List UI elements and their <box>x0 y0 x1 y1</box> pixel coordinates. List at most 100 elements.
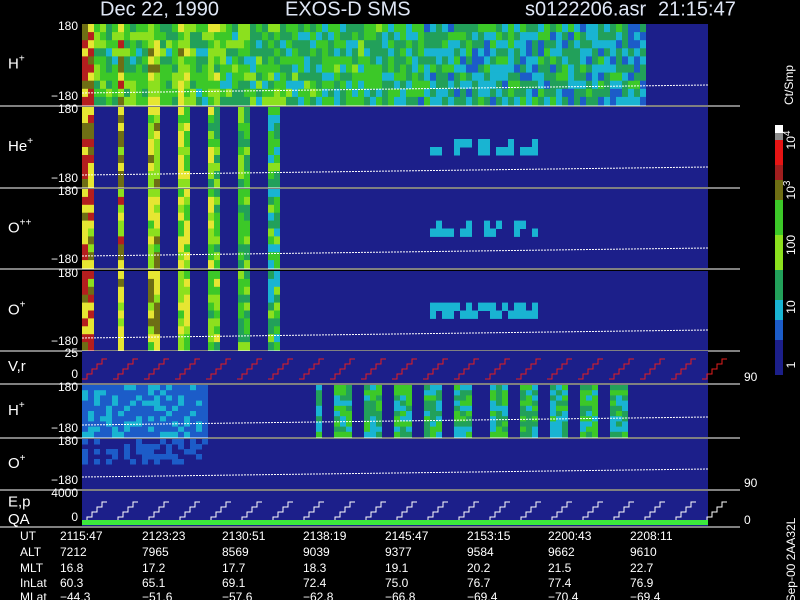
footer-value: 7212 <box>60 545 87 559</box>
spectrogram-cell <box>130 80 136 90</box>
spectrogram-cell <box>586 64 592 74</box>
spectrogram-cell <box>340 395 346 402</box>
spectrogram-cell <box>346 431 352 438</box>
spectrogram-cell <box>406 390 412 396</box>
spectrogram-cell <box>82 196 88 206</box>
spectrogram-cell <box>238 302 244 311</box>
footer-value: 19.1 <box>385 561 409 575</box>
spectrogram-cell <box>586 96 592 106</box>
spectrogram-cell <box>118 252 124 261</box>
spectrogram-cell <box>442 32 448 41</box>
spectrogram-cell <box>190 32 196 41</box>
spectrogram-cell <box>220 32 226 41</box>
spectrogram-cell <box>178 294 184 304</box>
spectrogram-cell <box>244 294 250 304</box>
footer-value: 2123:23 <box>142 529 186 543</box>
spectrogram-cell <box>142 40 148 49</box>
spectrogram-cell <box>580 56 586 65</box>
spectrogram-cell <box>358 32 364 41</box>
spectrogram-cell <box>94 390 100 396</box>
spectrogram-cell <box>130 24 136 33</box>
spectrogram-cell <box>106 416 112 422</box>
spectrogram-cell <box>364 72 370 82</box>
spectrogram-cell <box>514 302 520 311</box>
spectrogram-cell <box>562 431 568 438</box>
spectrogram-cell <box>436 48 442 57</box>
spectrogram-cell <box>274 32 280 41</box>
spectrogram-cell <box>142 426 148 433</box>
spectrogram-cell <box>394 40 400 49</box>
spectrogram-cell <box>112 395 118 402</box>
spectrogram-cell <box>340 80 346 90</box>
spectrogram-cell <box>154 204 160 214</box>
spectrogram-cell <box>244 24 250 33</box>
spectrogram-cell <box>502 426 508 433</box>
spectrogram-cell <box>628 40 634 49</box>
spectrogram-cell <box>592 24 598 33</box>
spectrogram-cell <box>604 24 610 33</box>
spectrogram-cell <box>88 139 94 148</box>
spectrogram-cell <box>640 96 646 106</box>
spectrogram-cell <box>346 390 352 396</box>
spectrogram-cell <box>214 228 220 237</box>
spectrogram-cell <box>568 64 574 74</box>
spectrogram-cell <box>508 88 514 98</box>
spectrogram-cell <box>496 80 502 90</box>
spectrogram-cell <box>106 395 112 402</box>
spectrogram-cell <box>622 390 628 396</box>
spectrogram-cell <box>82 294 88 304</box>
spectrogram-cell <box>274 40 280 49</box>
spectrogram-cell <box>94 32 100 41</box>
spectrogram-cell <box>244 212 250 222</box>
spectrogram-cell <box>550 400 556 407</box>
spectrogram-cell <box>532 88 538 98</box>
spectrogram-cell <box>190 411 196 417</box>
spectrogram-cell <box>250 96 256 106</box>
spectrogram-cell <box>532 411 538 417</box>
spectrogram-cell <box>358 24 364 33</box>
spectrogram-cell <box>262 80 268 90</box>
spectrogram-cell <box>580 390 586 396</box>
spectrogram-cell <box>238 326 244 335</box>
spectrogram-cell <box>94 421 100 428</box>
spectrogram-cell <box>520 421 526 428</box>
spectrogram-cell <box>526 24 532 33</box>
spectrogram-cell <box>208 326 214 335</box>
spectrogram-cell <box>586 24 592 33</box>
spectrogram-cell <box>238 80 244 90</box>
spectrogram-cell <box>214 271 220 280</box>
spectrogram-cell <box>580 88 586 98</box>
spectrogram-cell <box>88 56 94 65</box>
spectrogram-cell <box>616 385 622 391</box>
spectrogram-cell <box>640 56 646 65</box>
spectrogram-cell <box>244 260 250 269</box>
spectrogram-cell <box>556 40 562 49</box>
spectrogram-cell <box>274 64 280 74</box>
spectrogram-cell <box>532 56 538 65</box>
spectrogram-cell <box>364 24 370 33</box>
spectrogram-cell <box>208 40 214 49</box>
colorbar-segment <box>775 140 783 165</box>
right-tick-label: 0 <box>744 513 751 527</box>
colorbar-tick: 104 <box>782 130 799 149</box>
spectrogram-cell <box>202 96 208 106</box>
spectrogram-cell <box>586 390 592 396</box>
spectrogram-cell <box>148 96 154 106</box>
spectrogram-cell <box>154 271 160 280</box>
spectrogram-cell <box>172 64 178 74</box>
spectrogram-cell <box>154 236 160 245</box>
spectrogram-cell <box>244 179 250 188</box>
spectrogram-cell <box>178 189 184 198</box>
spectrogram-cell <box>454 56 460 65</box>
spectrogram-cell <box>118 220 124 229</box>
spectrogram-cell <box>352 40 358 49</box>
spectrogram-cell <box>136 449 142 455</box>
spectrogram-cell <box>580 64 586 74</box>
spectrogram-cell <box>316 416 322 422</box>
spectrogram-cell <box>298 24 304 33</box>
spectrogram-cell <box>268 96 274 106</box>
spectrogram-cell <box>562 64 568 74</box>
spectrogram-cell <box>310 40 316 49</box>
spectrogram-cell <box>82 326 88 335</box>
spectrogram-cell <box>208 318 214 327</box>
